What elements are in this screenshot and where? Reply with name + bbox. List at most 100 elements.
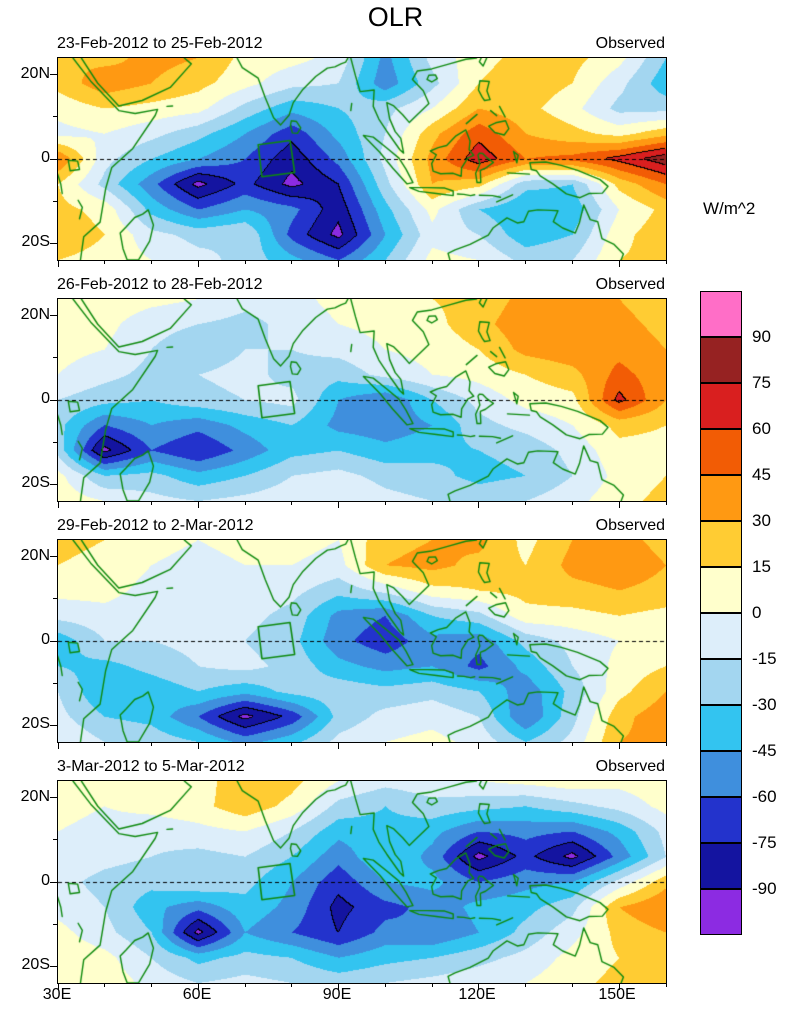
olr-heatmap-panel-3 [58,540,666,742]
panel-2-source-label: Observed [595,276,665,293]
panel-3-ytick-0: 0 [41,631,50,648]
x-axis-tick [431,742,433,746]
x-axis-tick [571,742,573,746]
y-axis-tick [50,315,57,317]
x-axis-tick [525,742,527,746]
x-axis-tick [525,983,527,987]
x-axis-tick [57,983,59,990]
panel-2-date-range: 26-Feb-2012 to 28-Feb-2012 [57,276,263,293]
x-axis-tick [104,983,106,987]
x-axis-tick [151,983,153,987]
colorbar-tick-label: -75 [752,833,777,852]
panel-1-source-label: Observed [595,35,665,52]
x-axis-tick [291,501,293,505]
y-axis-tick [53,682,57,684]
x-axis-tick [197,501,199,508]
y-axis-tick [50,724,57,726]
x-axis-tick [384,742,386,746]
x-axis-tick [571,260,573,264]
y-axis-tick [50,640,57,642]
x-axis-tick [478,742,480,749]
y-axis-tick [50,74,57,76]
panel-4-ytick-20n: 20N [20,788,50,805]
olr-heatmap-panel-1 [58,58,666,260]
panel-4-source-label: Observed [595,758,665,775]
x-axis-tick [478,501,480,508]
y-axis-tick [50,797,57,799]
xtick-60e: 60E [182,986,212,1003]
x-axis-tick [151,260,153,264]
colorbar-cell [700,659,742,705]
panel-3-ytick-20n: 20N [20,547,50,564]
colorbar-cell [700,797,742,843]
colorbar-cell [700,475,742,521]
xtick-120e: 120E [458,986,496,1003]
x-axis-tick [478,260,480,267]
y-axis-tick [50,399,57,401]
panel-4-map [50,780,667,990]
colorbar-unit-label: W/m^2 [703,199,756,218]
x-axis-tick [384,260,386,264]
panel-4-date-range: 3-Mar-2012 to 5-Mar-2012 [57,758,245,775]
y-axis-tick [53,441,57,443]
x-axis-tick [618,501,620,508]
y-axis-tick [53,598,57,600]
x-axis-tick [525,501,527,505]
y-axis-tick [50,158,57,160]
x-axis-tick [665,501,667,505]
xtick-30e: 30E [42,986,72,1003]
x-axis-tick [571,501,573,505]
colorbar-tick-label: 75 [752,373,771,392]
x-axis-tick [57,260,59,267]
colorbar-tick-label: 30 [752,511,771,530]
colorbar-cell [700,383,742,429]
x-axis-tick [665,983,667,987]
y-axis-tick [53,923,57,925]
x-axis-tick [338,501,340,508]
panel-1-ytick-20n: 20N [20,65,50,82]
y-axis-tick [50,242,57,244]
xtick-90e: 90E [322,986,352,1003]
panel-1-map [50,57,667,267]
colorbar-cell [700,521,742,567]
colorbar-tick-label: -30 [752,695,777,714]
x-axis-tick [104,742,106,746]
x-axis-tick [151,501,153,505]
x-axis-tick [478,983,480,990]
x-axis-tick [338,742,340,749]
x-axis-tick [197,260,199,267]
panel-4-subtitle: 3-Mar-2012 to 5-Mar-2012 Observed [57,756,665,778]
y-axis-tick [50,556,57,558]
x-axis-tick [291,742,293,746]
y-axis-tick [53,116,57,118]
y-axis-tick [53,839,57,841]
y-axis-tick [53,200,57,202]
colorbar-cell [700,843,742,889]
x-axis-tick [384,983,386,987]
x-axis-tick [431,501,433,505]
panel-2-subtitle: 26-Feb-2012 to 28-Feb-2012 Observed [57,274,665,296]
x-axis-tick [151,742,153,746]
colorbar-tick-label: 60 [752,419,771,438]
colorbar-cell [700,889,742,935]
x-axis-tick [57,742,59,749]
x-axis-tick [57,501,59,508]
x-axis-tick [244,501,246,505]
panel-3-source-label: Observed [595,517,665,534]
x-axis-tick [618,742,620,749]
x-axis-tick [104,501,106,505]
figure-title: OLR [367,2,424,32]
x-axis-tick [665,260,667,264]
y-axis-tick [50,483,57,485]
x-axis-tick [291,260,293,264]
colorbar-cell [700,429,742,475]
x-axis-tick [338,983,340,990]
x-axis-tick [244,742,246,746]
panel-3-subtitle: 29-Feb-2012 to 2-Mar-2012 Observed [57,515,665,537]
x-axis-tick [244,983,246,987]
panel-2-ytick-0: 0 [41,390,50,407]
colorbar-cell [700,613,742,659]
colorbar [700,291,742,935]
x-axis-tick [618,983,620,990]
